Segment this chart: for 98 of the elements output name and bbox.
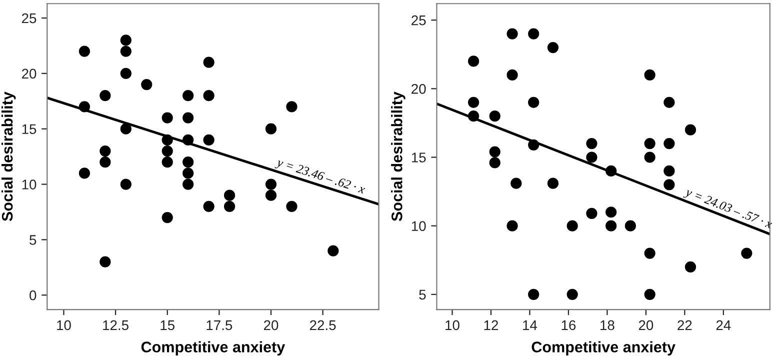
x-tick-label: 10: [446, 320, 460, 330]
point: [182, 178, 194, 190]
point: [120, 46, 132, 57]
y-tick-label: 15: [412, 152, 426, 162]
point: [203, 56, 214, 68]
y-tick-label: 10: [412, 221, 426, 232]
y-tick-label: 25: [22, 13, 36, 24]
y-tick-label: 10: [22, 180, 36, 190]
point: [100, 90, 111, 102]
point: [510, 178, 522, 189]
x-tick-label: 22.5: [310, 320, 336, 330]
y-axis-title: Social desirability: [391, 92, 406, 222]
y-axis-title: Social desirability: [1, 92, 16, 222]
point: [265, 123, 277, 134]
point: [100, 145, 111, 157]
point: [644, 288, 656, 300]
point: [468, 56, 480, 67]
y-tick-label: 0: [30, 290, 36, 300]
point: [78, 46, 90, 57]
point: [566, 220, 578, 232]
point: [328, 245, 339, 256]
point: [528, 96, 540, 108]
point: [664, 165, 675, 177]
point: [120, 123, 132, 134]
y-tick-label: 5: [30, 235, 36, 245]
point: [78, 168, 90, 179]
x-tick-label: 15: [160, 320, 175, 330]
y-tick-label: 15: [22, 124, 36, 134]
y-tick-label: 20: [22, 68, 36, 79]
point: [606, 220, 617, 232]
point: [162, 156, 173, 168]
point: [265, 190, 277, 201]
x-tick-label: 16: [562, 320, 576, 330]
point: [100, 156, 111, 168]
point: [489, 110, 500, 122]
point: [644, 69, 656, 81]
x-tick-label: 20: [638, 320, 654, 330]
point: [489, 157, 500, 168]
point: [162, 112, 173, 124]
point: [624, 220, 636, 232]
point: [203, 134, 214, 146]
point: [265, 178, 277, 190]
x-axis-title: Competitive anxiety: [141, 341, 286, 356]
point: [684, 261, 696, 273]
point: [489, 146, 500, 158]
point: [203, 90, 214, 102]
point: [684, 124, 696, 136]
point: [468, 96, 480, 108]
point: [664, 96, 675, 108]
x-tick-label: 14: [523, 320, 538, 330]
x-axis-title: Competitive anxiety: [532, 341, 676, 356]
x-tick-label: 24: [716, 320, 731, 330]
point: [120, 34, 132, 46]
point: [528, 288, 540, 300]
point: [741, 248, 752, 259]
point: [547, 42, 559, 54]
x-tick-label: 17.5: [206, 320, 232, 330]
x-tick-label: 10: [57, 320, 71, 330]
point: [644, 138, 656, 150]
point: [120, 68, 132, 79]
point: [586, 208, 598, 220]
point: [286, 101, 298, 112]
point: [566, 288, 578, 300]
point: [182, 156, 194, 168]
point: [586, 152, 598, 163]
point: [286, 200, 298, 212]
point: [664, 179, 675, 190]
point: [664, 138, 675, 150]
annotation: y = 23.46 – .62 · x: [274, 158, 366, 196]
point: [586, 138, 598, 150]
point: [182, 112, 194, 124]
point: [644, 248, 656, 259]
point: [224, 200, 236, 212]
point: [162, 145, 173, 157]
point: [528, 28, 540, 40]
point: [506, 220, 518, 232]
point: [506, 28, 518, 40]
x-tick-label: 12: [484, 320, 498, 330]
point: [182, 90, 194, 102]
point: [100, 256, 111, 268]
point: [120, 178, 132, 190]
point: [141, 78, 152, 90]
x-tick-label: 12.5: [103, 320, 128, 330]
x-tick-label: 22: [678, 320, 692, 330]
point: [506, 69, 518, 81]
x-tick-label: 18: [600, 320, 614, 330]
point: [224, 190, 236, 201]
y-tick-label: 25: [412, 15, 426, 26]
point: [162, 212, 173, 224]
y-tick-label: 5: [419, 290, 426, 300]
point: [547, 178, 559, 189]
annotation: y = 24.03 – .57 · x: [683, 187, 773, 231]
y-tick-label: 20: [412, 84, 426, 94]
point: [203, 200, 214, 212]
point: [644, 152, 656, 163]
point: [182, 168, 194, 179]
x-tick-label: 20: [264, 320, 278, 330]
point: [606, 206, 617, 218]
